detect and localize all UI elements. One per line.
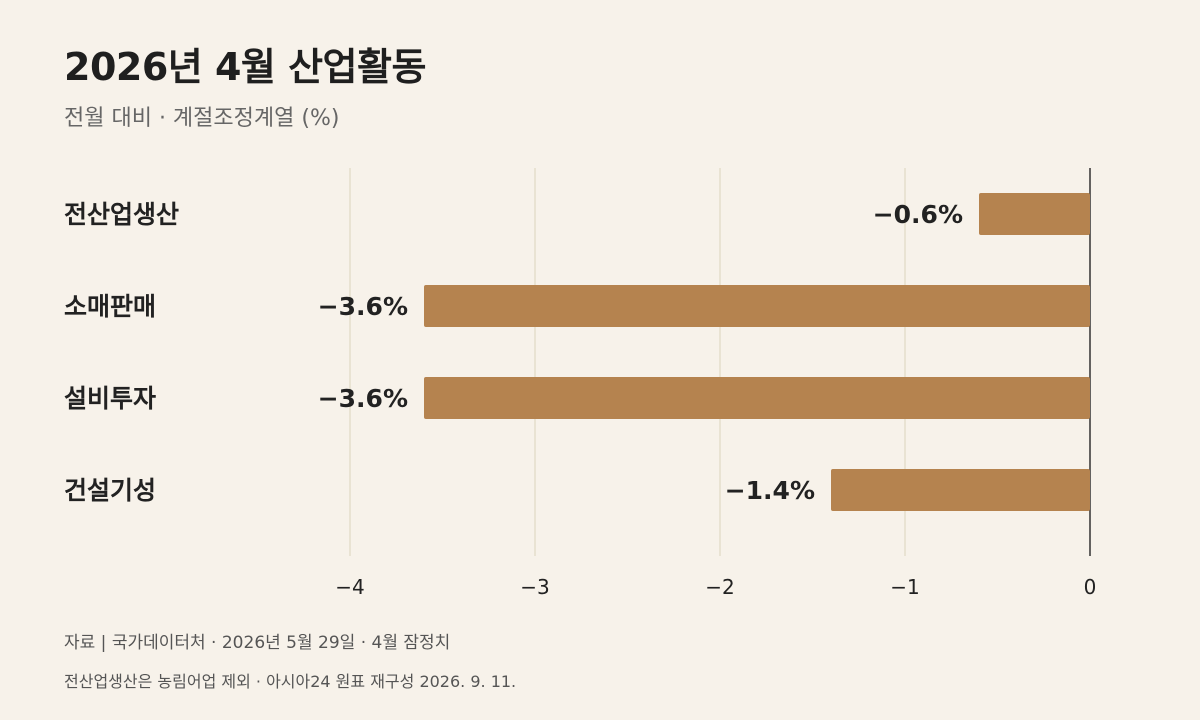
footnote: 전산업생산은 농림어업 제외 · 아시아24 원표 재구성 2026. 9. 1… — [64, 672, 517, 691]
x-tick-label: −4 — [335, 575, 364, 599]
category-label: 건설기성 — [64, 476, 156, 505]
value-label: −0.6% — [873, 200, 963, 229]
category-label: 전산업생산 — [64, 200, 179, 229]
bar-chart: 전산업생산 −0.6% 소매판매 −3.6% 설비투자 −3.6% 건설기성 −1.4% −4… — [64, 168, 1097, 599]
category-label: 소매판매 — [64, 292, 156, 321]
chart-title: 2026년 4월 산업활동 — [64, 45, 426, 89]
bar — [424, 285, 1090, 327]
value-label: −3.6% — [318, 292, 408, 321]
source-note: 자료 | 국가데이터처 · 2026년 5월 29일 · 4월 잠정치 — [64, 633, 451, 653]
bar — [979, 193, 1090, 235]
bar — [831, 469, 1090, 511]
x-tick-label: −3 — [520, 575, 549, 599]
category-label: 설비투자 — [64, 384, 156, 413]
x-tick-label: −2 — [705, 575, 734, 599]
chart-subtitle: 전월 대비 · 계절조정계열 (%) — [64, 106, 340, 131]
value-label: −1.4% — [725, 476, 815, 505]
x-tick-label: −1 — [890, 575, 919, 599]
x-tick-label: 0 — [1084, 575, 1097, 599]
bar — [424, 377, 1090, 419]
value-label: −3.6% — [318, 384, 408, 413]
